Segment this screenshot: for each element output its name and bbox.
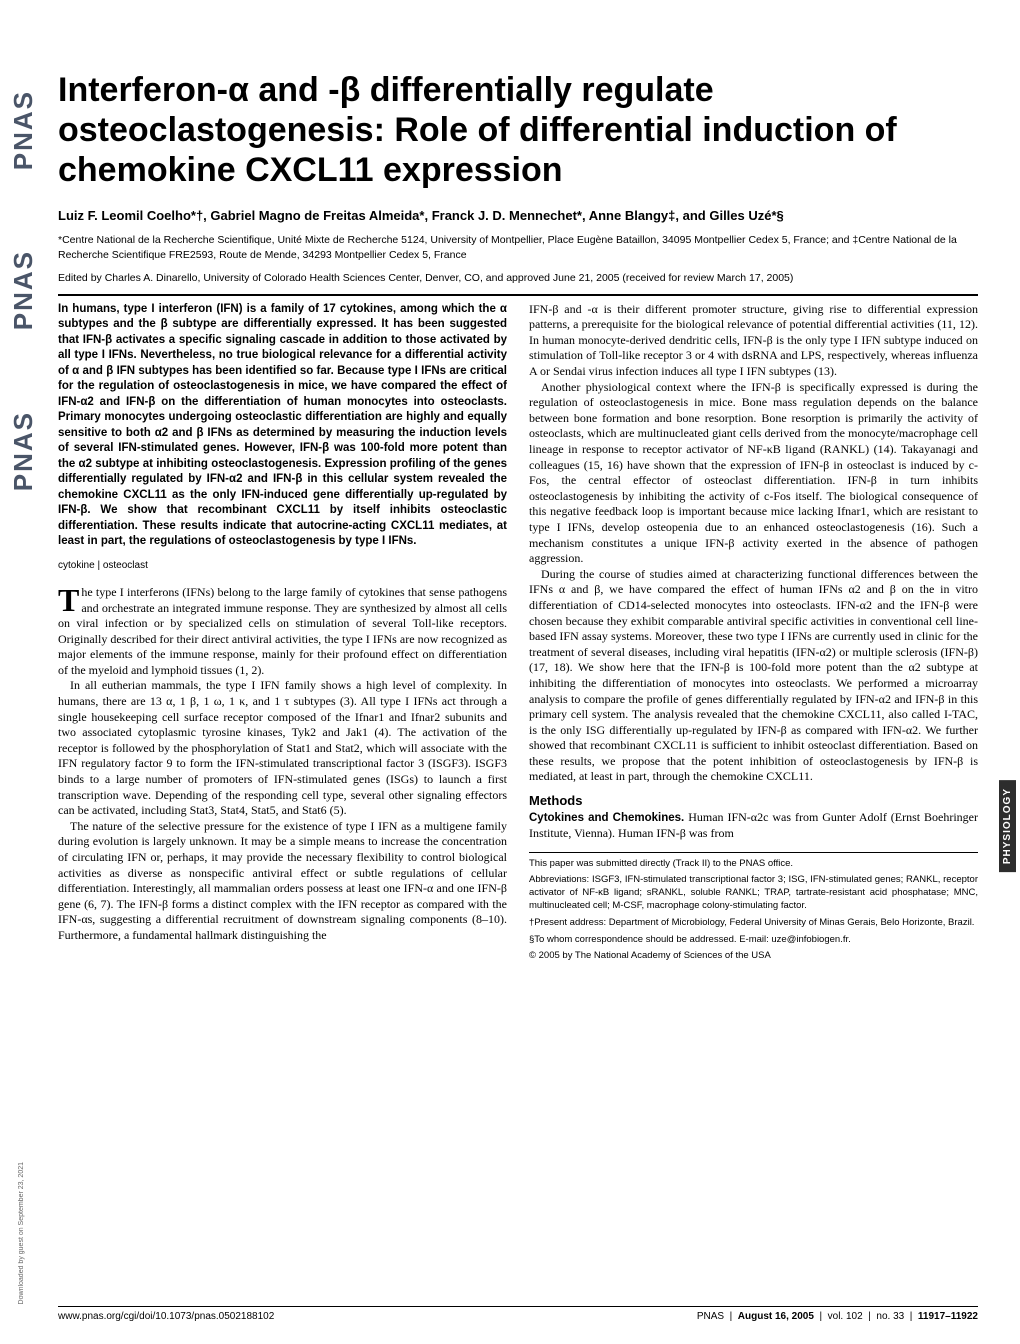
footer-no: no. 33 <box>876 1311 904 1322</box>
footnote-5: © 2005 by The National Academy of Scienc… <box>529 950 978 963</box>
footnote-2: Abbreviations: ISGF3, IFN-stimulated tra… <box>529 874 978 912</box>
article-title: Interferon-α and -β differentially regul… <box>58 70 978 190</box>
pnas-logo-3: PNAS <box>8 411 39 491</box>
category-side-label: PHYSIOLOGY <box>999 780 1016 872</box>
left-column: In humans, type I interferon (IFN) is a … <box>58 302 507 968</box>
paragraph-r3: During the course of studies aimed at ch… <box>529 567 978 785</box>
pnas-logo-1: PNAS <box>8 90 39 170</box>
footer-vol: vol. 102 <box>828 1311 863 1322</box>
methods-heading: Methods <box>529 793 978 808</box>
edited-by: Edited by Charles A. Dinarello, Universi… <box>58 272 978 284</box>
pnas-logo-strip: PNAS PNAS PNAS <box>4 90 42 670</box>
abstract: In humans, type I interferon (IFN) is a … <box>58 302 507 550</box>
paragraph-1-text: he type I interferons (IFNs) belong to t… <box>58 585 507 677</box>
pnas-logo-2: PNAS <box>8 250 39 330</box>
paragraph-r2: Another physiological context where the … <box>529 380 978 567</box>
two-column-body: In humans, type I interferon (IFN) is a … <box>58 302 978 968</box>
paragraph-1: The type I interferons (IFNs) belong to … <box>58 585 507 679</box>
horizontal-rule <box>58 294 978 296</box>
footnote-3: †Present address: Department of Microbio… <box>529 917 978 930</box>
footer-pages: 11917–11922 <box>918 1311 978 1322</box>
footer-date: August 16, 2005 <box>738 1311 814 1322</box>
download-note: Downloaded by guest on September 23, 202… <box>18 1162 25 1304</box>
paragraph-r1: IFN-β and -α is their different promoter… <box>529 302 978 380</box>
footnotes: This paper was submitted directly (Track… <box>529 858 978 964</box>
right-body-text: IFN-β and -α is their different promoter… <box>529 302 978 785</box>
right-column: IFN-β and -α is their different promoter… <box>529 302 978 968</box>
footnote-rule <box>529 852 978 853</box>
paragraph-2: In all eutherian mammals, the type I IFN… <box>58 678 507 818</box>
keywords: cytokine | osteoclast <box>58 560 507 571</box>
affiliations: *Centre National de la Recherche Scienti… <box>58 233 978 261</box>
footnote-4: §To whom correspondence should be addres… <box>529 934 978 947</box>
footer-citation: PNAS | August 16, 2005 | vol. 102 | no. … <box>697 1311 978 1322</box>
dropcap: T <box>58 585 81 614</box>
footnote-1: This paper was submitted directly (Track… <box>529 858 978 871</box>
footer-bar: www.pnas.org/cgi/doi/10.1073/pnas.050218… <box>58 1306 978 1322</box>
footer-doi: www.pnas.org/cgi/doi/10.1073/pnas.050218… <box>58 1311 274 1322</box>
paragraph-3: The nature of the selective pressure for… <box>58 819 507 944</box>
article-page: Interferon-α and -β differentially regul… <box>58 70 978 967</box>
authors-line: Luiz F. Leomil Coelho*†, Gabriel Magno d… <box>58 208 978 223</box>
methods-text: Cytokines and Chemokines. Human IFN-α2c … <box>529 810 978 842</box>
left-body-text: The type I interferons (IFNs) belong to … <box>58 585 507 944</box>
methods-run-in: Cytokines and Chemokines. <box>529 812 684 824</box>
methods-paragraph: Cytokines and Chemokines. Human IFN-α2c … <box>529 810 978 842</box>
footer-journal: PNAS <box>697 1311 724 1322</box>
